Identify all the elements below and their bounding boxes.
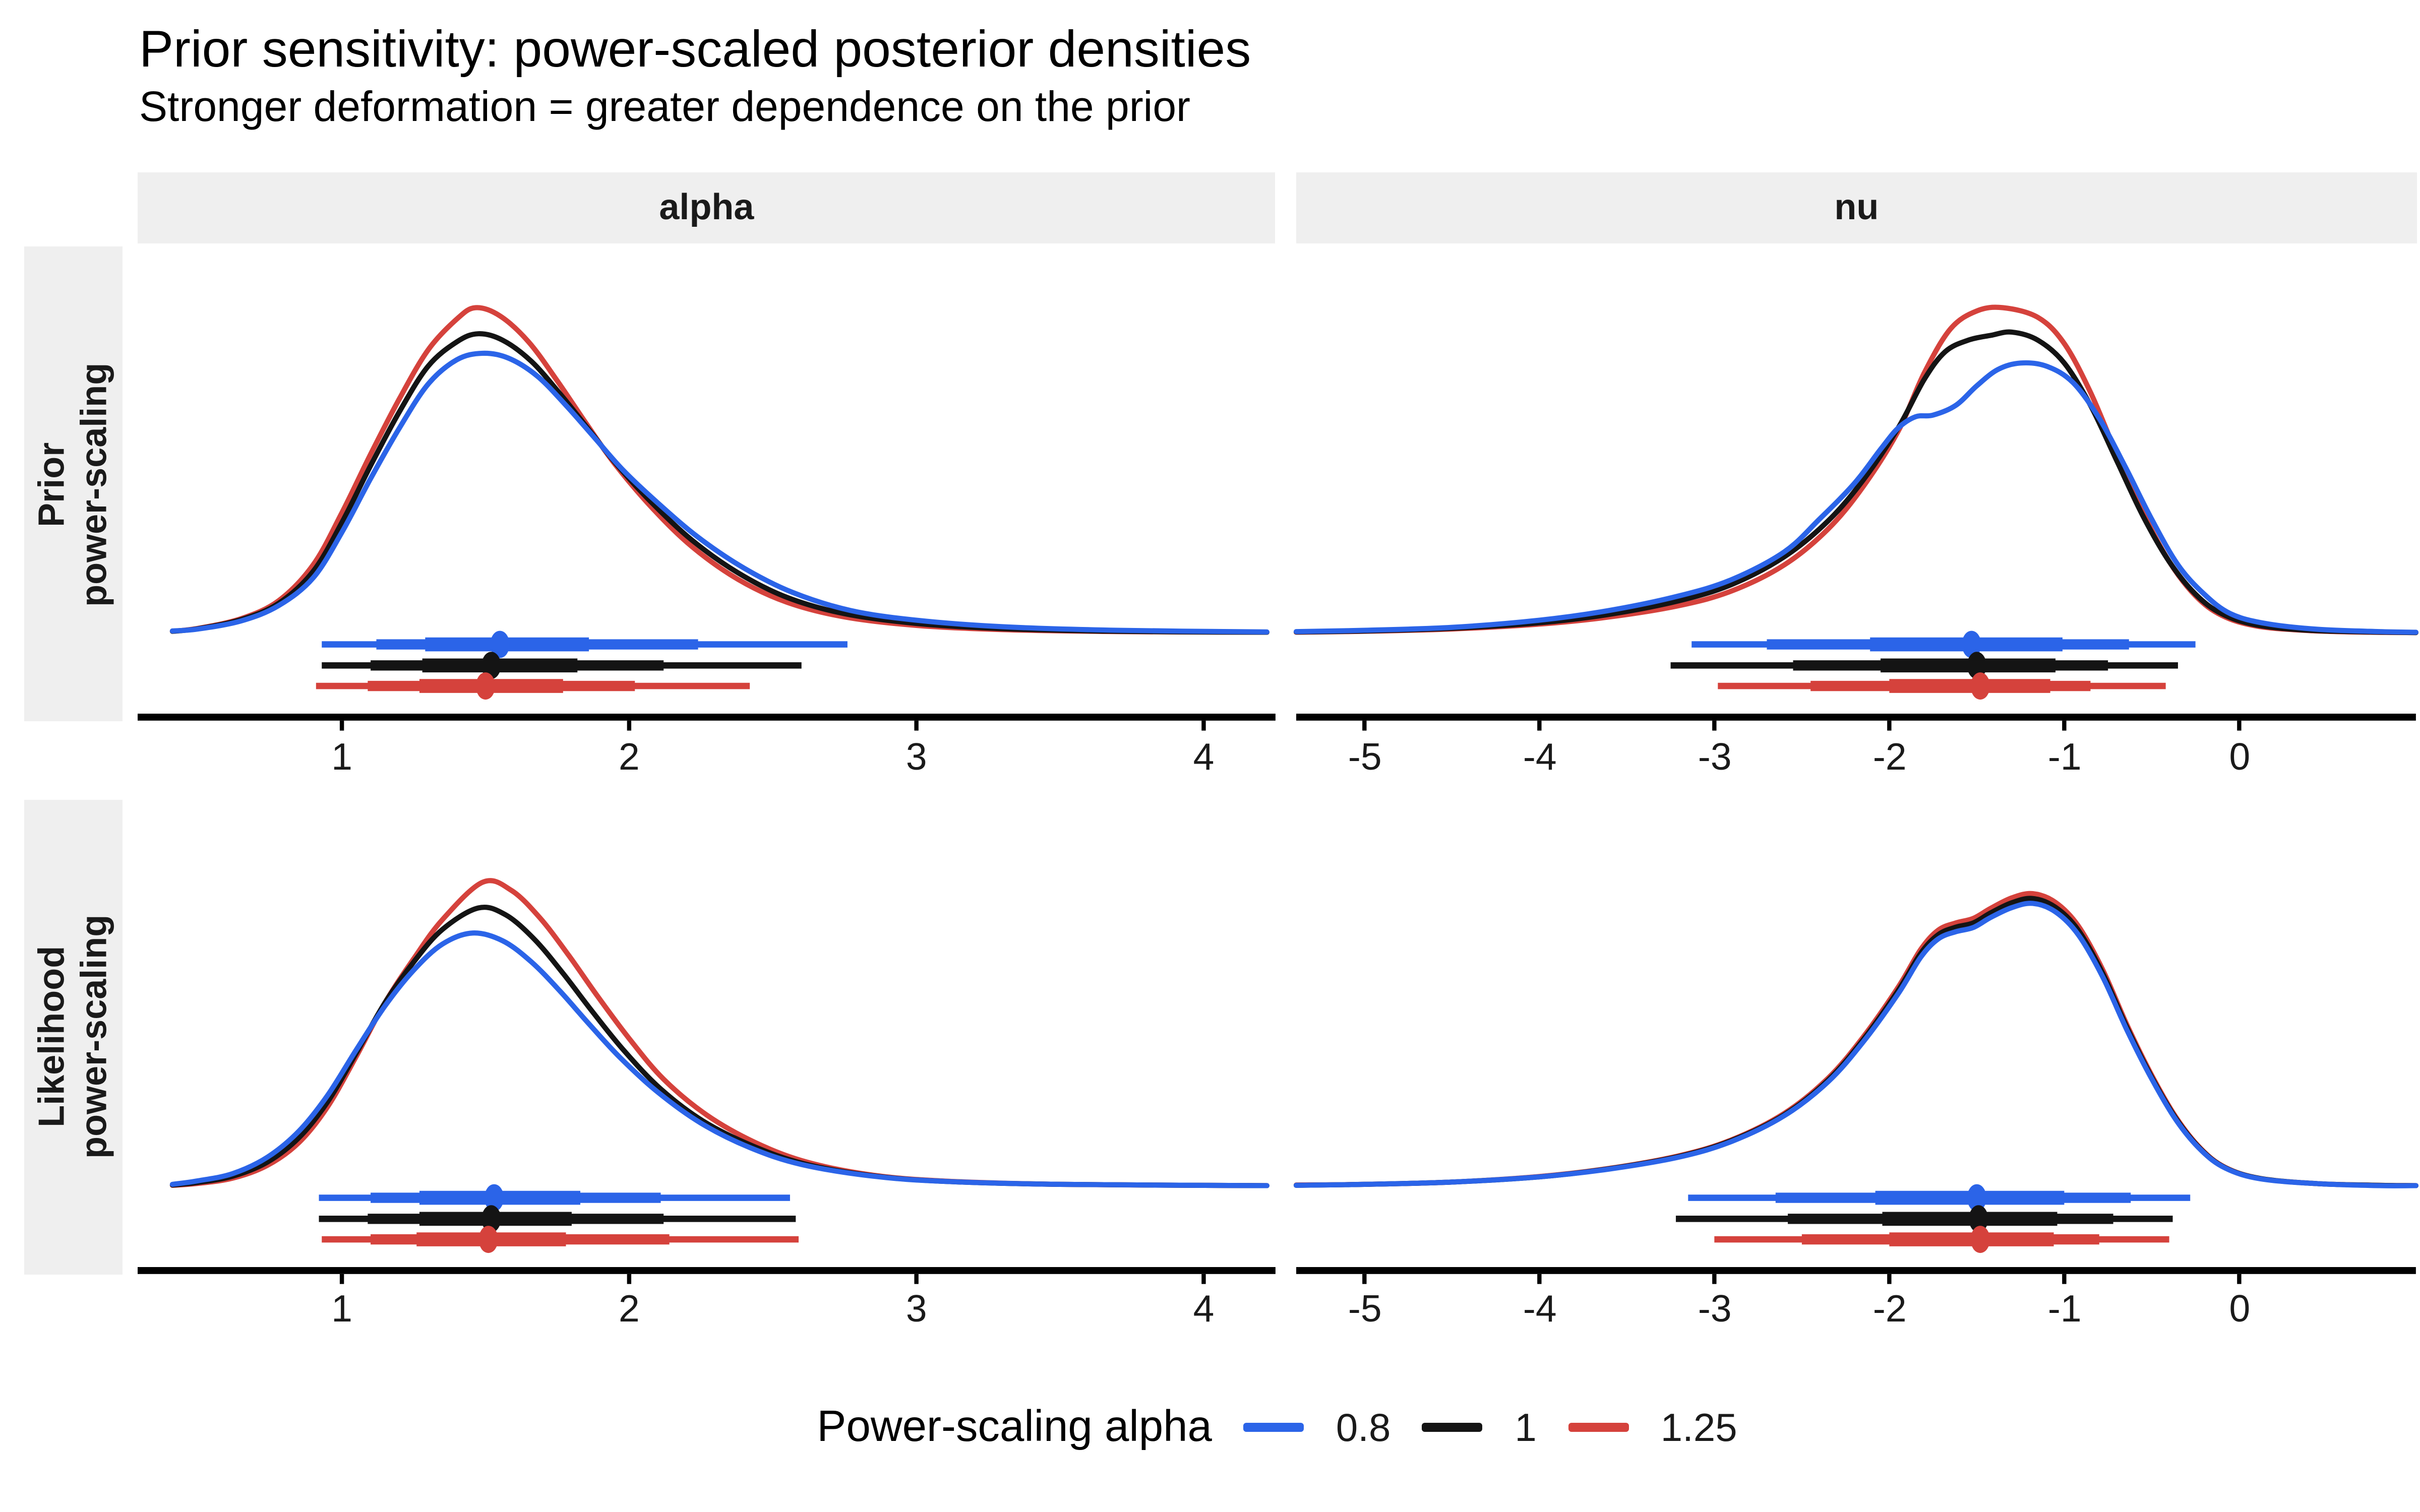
density-curve-likelihood-alpha-0.8 <box>169 930 1269 1188</box>
legend-key-black <box>1422 1423 1483 1432</box>
interval-point-prior-alpha-1 <box>481 652 501 680</box>
x-axis-tick-likelihood-nu--4 <box>1538 1273 1542 1284</box>
x-axis-label-likelihood-nu--4: -4 <box>1523 1288 1557 1331</box>
x-axis-tick-prior-nu--3 <box>1713 721 1717 731</box>
x-axis-label-likelihood-nu-0: 0 <box>2229 1288 2251 1331</box>
density-curve-prior-nu-0.8 <box>1294 360 2419 636</box>
facet-strip-nu: nu <box>1296 172 2416 243</box>
x-axis-tick-likelihood-alpha-1 <box>339 1273 344 1284</box>
legend-title: Power-scaling alpha <box>817 1402 1212 1451</box>
interval-point-prior-nu-0.8 <box>1962 631 1982 659</box>
x-axis-label-likelihood-nu--3: -3 <box>1698 1288 1732 1331</box>
x-axis-tick-prior-alpha-4 <box>1201 721 1206 731</box>
x-axis-label-likelihood-alpha-1: 1 <box>331 1288 352 1331</box>
density-panel-prior-nu <box>1294 305 2419 731</box>
plot-title: Prior sensitivity: power-scaled posterio… <box>139 21 1251 79</box>
x-axis-tick-prior-nu--4 <box>1538 721 1542 731</box>
x-axis-tick-prior-nu--5 <box>1363 721 1367 731</box>
interval-point-prior-alpha-1.25 <box>475 672 496 700</box>
x-axis-label-prior-nu-0: 0 <box>2229 735 2251 778</box>
facet-strip-alpha: alpha <box>138 172 1276 243</box>
x-axis-label-prior-nu--4: -4 <box>1523 735 1557 778</box>
density-curve-prior-alpha-1 <box>169 331 1269 636</box>
density-curve-prior-alpha-0.8 <box>169 351 1269 635</box>
interval-point-likelihood-alpha-1 <box>481 1205 501 1232</box>
density-curve-likelihood-alpha-1.25 <box>169 877 1269 1188</box>
facet-strip-likelihood: Likelihood power-scaling <box>24 799 123 1275</box>
x-axis-tick-likelihood-alpha-4 <box>1201 1273 1206 1284</box>
x-axis-line-prior-alpha <box>138 714 1276 721</box>
facet-strip-prior: Prior power-scaling <box>24 246 123 722</box>
density-curve-likelihood-nu-1.25 <box>1294 890 2419 1188</box>
interval-point-likelihood-alpha-1.25 <box>478 1225 498 1253</box>
x-axis-tick-prior-alpha-2 <box>627 721 632 731</box>
interval-point-prior-nu-1.25 <box>1971 672 1990 700</box>
interval-point-likelihood-nu-1.25 <box>1971 1225 1990 1253</box>
interval-point-prior-alpha-0.8 <box>490 631 510 659</box>
x-axis-tick-likelihood-nu-0 <box>2237 1273 2242 1284</box>
legend-label-0.8: 0.8 <box>1336 1404 1391 1450</box>
density-panel-likelihood-nu <box>1294 890 2419 1284</box>
density-curve-prior-alpha-1.25 <box>169 305 1269 636</box>
x-axis-tick-prior-nu--1 <box>2063 721 2067 731</box>
x-axis-line-likelihood-nu <box>1296 1267 2416 1274</box>
x-axis-tick-likelihood-nu--5 <box>1363 1273 1367 1284</box>
x-axis-tick-prior-alpha-3 <box>914 721 919 731</box>
interval-point-likelihood-nu-0.8 <box>1967 1183 1987 1211</box>
x-axis-tick-prior-nu--2 <box>1888 721 1892 731</box>
density-curve-likelihood-alpha-1 <box>169 904 1269 1188</box>
x-axis-label-prior-nu--2: -2 <box>1872 735 1907 778</box>
x-axis-label-likelihood-nu--1: -1 <box>2047 1288 2082 1331</box>
x-axis-label-prior-nu--1: -1 <box>2047 735 2082 778</box>
legend-key-red <box>1568 1423 1629 1432</box>
legend: Power-scaling alpha 0.8 1 1.25 <box>138 1397 2416 1458</box>
x-axis-label-likelihood-alpha-4: 4 <box>1193 1288 1215 1331</box>
legend-label-1: 1 <box>1515 1404 1537 1450</box>
x-axis-tick-likelihood-nu--2 <box>1888 1273 1892 1284</box>
legend-label-1.25: 1.25 <box>1660 1404 1737 1450</box>
x-axis-label-prior-alpha-1: 1 <box>331 735 352 778</box>
interval-point-prior-nu-1 <box>1967 652 1987 680</box>
x-axis-label-prior-alpha-3: 3 <box>905 735 927 778</box>
x-axis-label-likelihood-alpha-2: 2 <box>619 1288 640 1331</box>
density-curve-likelihood-nu-0.8 <box>1294 900 2419 1188</box>
x-axis-label-prior-alpha-2: 2 <box>619 735 640 778</box>
x-axis-label-likelihood-nu--2: -2 <box>1872 1288 1907 1331</box>
x-axis-label-prior-nu--3: -3 <box>1698 735 1732 778</box>
x-axis-tick-prior-nu-0 <box>2237 721 2242 731</box>
density-panel-likelihood-alpha <box>138 877 1276 1284</box>
x-axis-line-prior-nu <box>1296 714 2416 721</box>
x-axis-label-likelihood-nu--5: -5 <box>1348 1288 1382 1331</box>
density-panel-prior-alpha <box>138 305 1276 731</box>
density-curve-prior-nu-1.25 <box>1294 305 2419 636</box>
interval-point-likelihood-nu-1 <box>1969 1205 1989 1232</box>
x-axis-label-likelihood-alpha-3: 3 <box>905 1288 927 1331</box>
x-axis-label-prior-nu--5: -5 <box>1348 735 1382 778</box>
interval-point-likelihood-alpha-0.8 <box>484 1183 504 1211</box>
x-axis-line-likelihood-alpha <box>138 1267 1276 1274</box>
facet-strip-alpha-label: alpha <box>659 186 754 228</box>
plot-subtitle: Stronger deformation = greater dependenc… <box>139 83 1191 130</box>
density-curve-prior-nu-1 <box>1294 330 2419 636</box>
x-axis-tick-prior-alpha-1 <box>339 721 344 731</box>
x-axis-tick-likelihood-alpha-3 <box>914 1273 919 1284</box>
facet-strip-nu-label: nu <box>1834 186 1879 228</box>
x-axis-tick-likelihood-nu--1 <box>2063 1273 2067 1284</box>
x-axis-tick-likelihood-nu--3 <box>1713 1273 1717 1284</box>
x-axis-label-prior-alpha-4: 4 <box>1193 735 1215 778</box>
legend-key-blue <box>1243 1423 1304 1432</box>
x-axis-tick-likelihood-alpha-2 <box>627 1273 632 1284</box>
